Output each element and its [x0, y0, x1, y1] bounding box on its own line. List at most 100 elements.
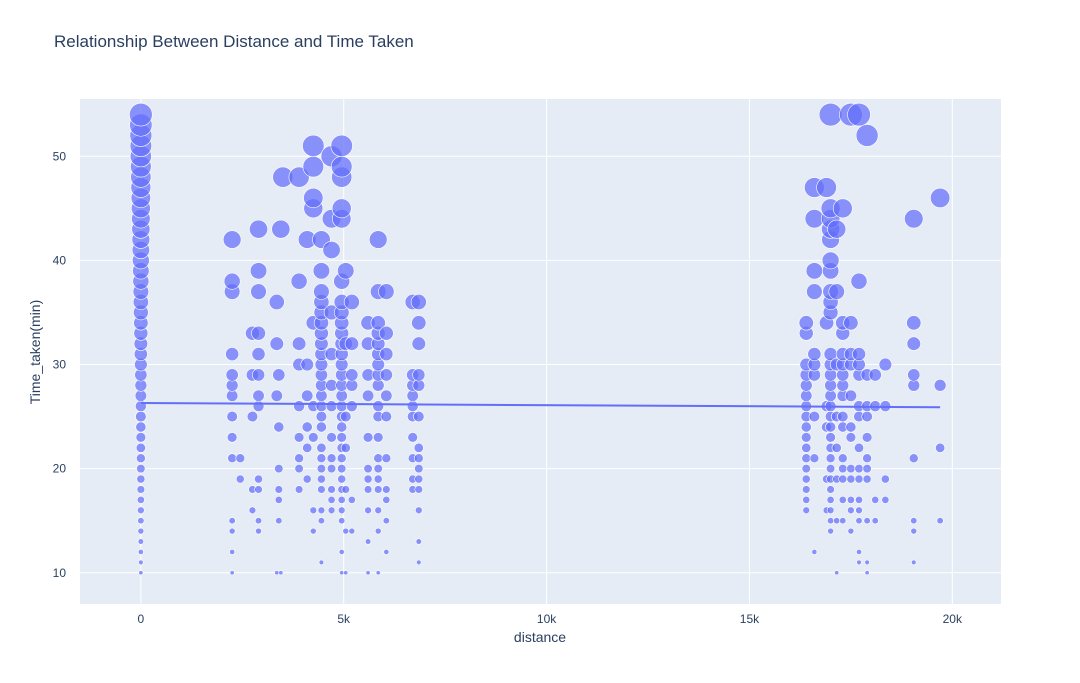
data-point — [309, 506, 318, 515]
data-point — [294, 453, 304, 464]
data-point — [340, 410, 352, 423]
y-tick-label: 40 — [53, 253, 67, 267]
data-point — [382, 495, 391, 504]
data-point — [382, 517, 390, 525]
data-point — [254, 517, 263, 525]
data-point — [862, 474, 872, 484]
data-point — [378, 325, 394, 341]
data-point — [316, 464, 327, 474]
data-point — [363, 485, 373, 494]
x-tick-label: 0 — [138, 612, 145, 626]
data-point — [827, 219, 847, 239]
data-point — [226, 432, 238, 443]
data-point — [839, 517, 847, 525]
data-point — [373, 453, 384, 464]
data-point — [337, 495, 346, 504]
data-point — [375, 570, 381, 576]
data-point — [808, 410, 821, 423]
data-point — [136, 453, 146, 464]
data-point — [852, 347, 866, 362]
data-point — [414, 464, 424, 474]
x-axis-title: distance — [513, 629, 567, 645]
data-point — [301, 421, 313, 433]
data-point — [322, 240, 341, 259]
data-point — [383, 549, 390, 555]
data-point — [137, 517, 145, 525]
data-point — [344, 336, 359, 351]
data-point — [362, 432, 374, 443]
data-point — [802, 495, 811, 504]
data-point — [326, 464, 337, 474]
data-point — [228, 517, 236, 525]
data-point — [855, 124, 879, 147]
data-point — [380, 410, 392, 423]
data-point — [337, 262, 355, 280]
data-point — [312, 262, 330, 280]
data-point — [222, 230, 242, 249]
data-point — [303, 187, 324, 208]
data-point — [370, 315, 386, 331]
data-point — [850, 272, 868, 290]
x-tick-label: 20k — [943, 612, 963, 626]
data-point — [809, 453, 820, 464]
data-point — [137, 527, 145, 535]
data-point — [338, 549, 345, 555]
data-point — [135, 421, 147, 433]
data-point — [317, 485, 326, 494]
data-point — [342, 527, 350, 535]
data-point — [908, 453, 919, 464]
trendline-group — [140, 402, 941, 409]
data-point — [300, 357, 314, 372]
data-point — [315, 400, 328, 413]
data-point — [826, 485, 835, 494]
data-point — [327, 485, 336, 494]
y-tick-label: 10 — [53, 566, 67, 580]
chart-title: Relationship Between Distance and Time T… — [54, 32, 414, 51]
data-point — [837, 453, 848, 464]
data-point — [878, 357, 893, 372]
data-point — [861, 432, 873, 443]
data-point — [275, 517, 283, 525]
data-point — [135, 410, 147, 423]
data-point — [935, 442, 946, 453]
data-point — [330, 134, 353, 157]
data-point — [315, 410, 328, 423]
data-point — [811, 549, 818, 555]
data-point — [381, 453, 392, 464]
data-point — [268, 294, 285, 311]
data-point — [274, 495, 283, 504]
data-point — [138, 559, 144, 566]
data-point — [365, 570, 371, 576]
data-point — [801, 432, 812, 443]
data-point — [316, 442, 327, 453]
data-point — [136, 474, 146, 484]
data-point — [364, 538, 372, 545]
data-point — [846, 495, 855, 504]
data-point — [845, 432, 857, 443]
data-point — [906, 336, 921, 351]
data-point — [871, 495, 880, 504]
data-point — [415, 506, 423, 515]
data-point — [136, 485, 146, 494]
data-point — [833, 517, 841, 525]
data-point — [137, 549, 144, 555]
data-point — [345, 400, 358, 413]
data-point — [382, 485, 391, 494]
data-point — [856, 549, 862, 555]
x-tick-label: 15k — [740, 612, 760, 626]
data-point — [826, 506, 835, 515]
data-point — [336, 421, 348, 433]
data-point — [806, 283, 823, 300]
data-point — [348, 527, 356, 535]
data-point — [228, 527, 236, 535]
data-point — [855, 495, 863, 504]
data-point — [374, 485, 383, 494]
data-point — [235, 453, 246, 464]
data-point — [343, 570, 349, 576]
data-point — [343, 294, 360, 311]
data-point — [906, 315, 922, 331]
data-point — [254, 474, 263, 484]
data-point — [136, 495, 145, 504]
data-point — [337, 474, 347, 484]
data-point — [137, 538, 144, 545]
